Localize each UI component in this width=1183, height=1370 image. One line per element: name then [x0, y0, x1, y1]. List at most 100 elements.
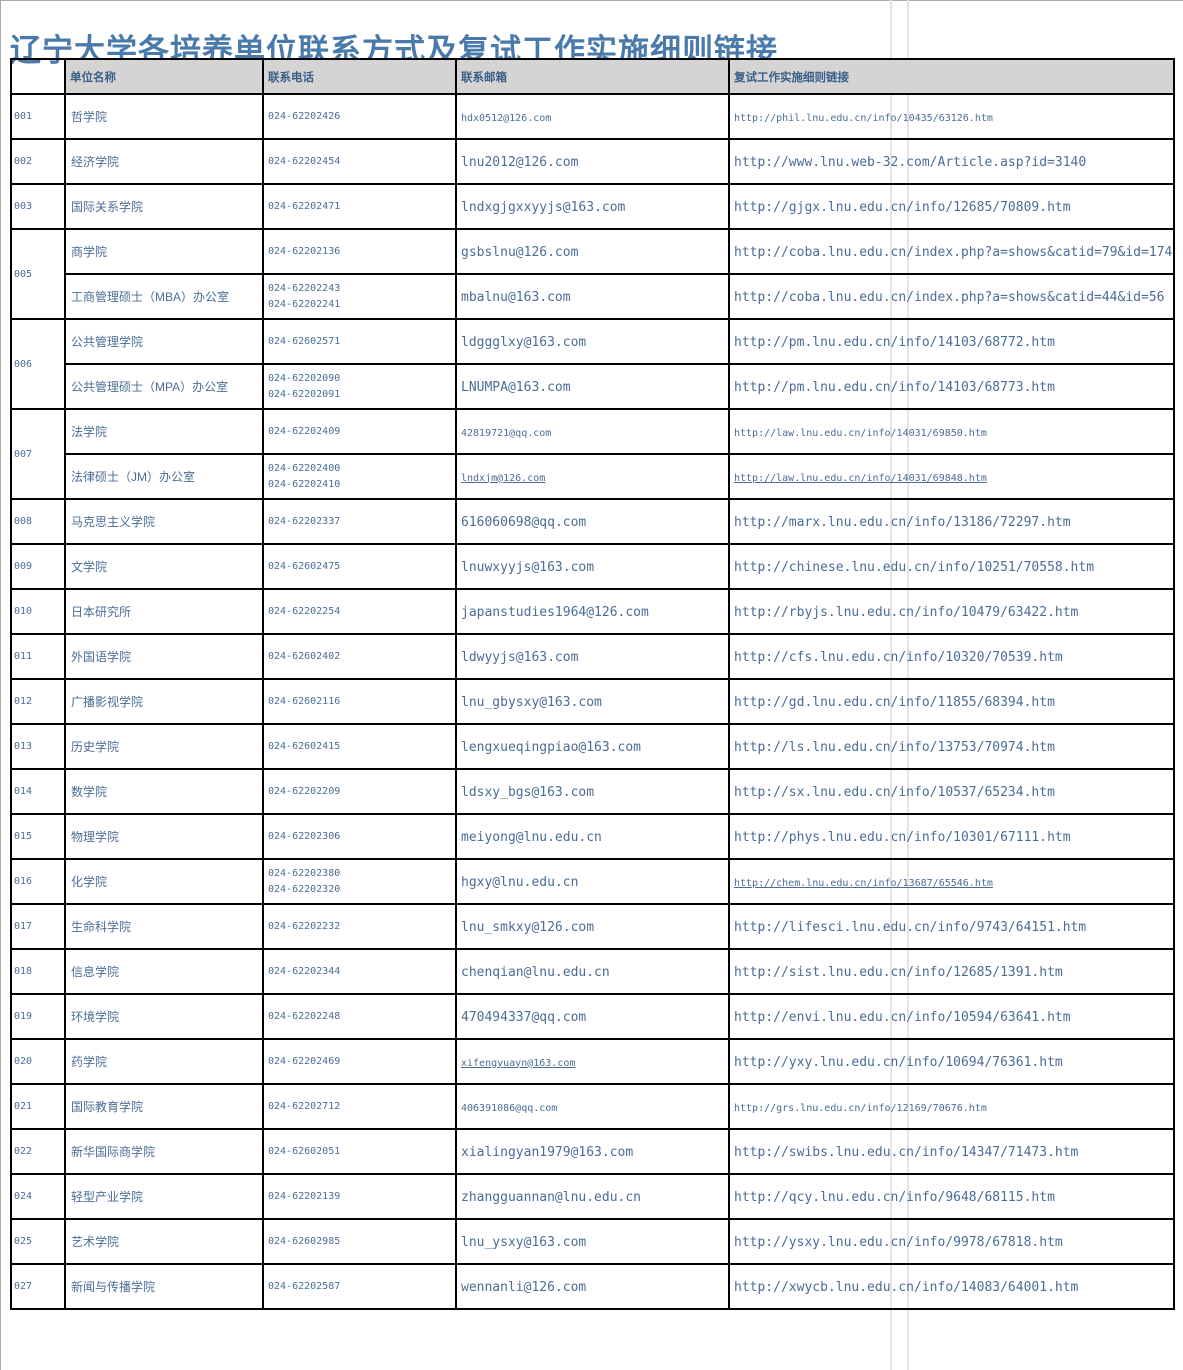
phone-cell: 024-62202243 024-62202241 [262, 273, 457, 320]
row-number: 006 [10, 318, 66, 410]
phone-number: 024-62202243 [268, 283, 341, 294]
rules-link[interactable]: http://phil.lnu.edu.cn/info/10435/63126.… [734, 112, 993, 124]
phone-cell: 024-62202454 [262, 138, 457, 185]
email-text: japanstudies1964@126.com [461, 604, 649, 620]
table-row: 010 日本研究所 024-62202254 japanstudies1964@126… [10, 588, 1175, 635]
email-text: 406391086@qq.com [461, 1102, 558, 1114]
email-text-link[interactable]: xifengyuayn@163.com [461, 1057, 576, 1069]
rules-link[interactable]: http://www.lnu.web-32.com/Article.asp?id… [734, 154, 1087, 170]
email-cell: xifengyuayn@163.com [455, 1038, 730, 1085]
email-text: gsbslnu@126.com [461, 244, 579, 260]
email-cell: lndxjm@126.com [455, 453, 730, 500]
phone-number: 024-62202426 [268, 110, 341, 122]
row-number: 001 [10, 93, 66, 140]
row-number: 015 [10, 813, 66, 860]
rules-link[interactable]: http://pm.lnu.edu.cn/info/14103/68772.ht… [734, 334, 1055, 350]
phone-number: 024-62202232 [268, 920, 341, 932]
rules-link[interactable]: http://envi.lnu.edu.cn/info/10594/63641.… [734, 1009, 1071, 1025]
rules-link[interactable]: http://coba.lnu.edu.cn/index.php?a=shows… [734, 244, 1173, 260]
rules-link-cell: http://yxy.lnu.edu.cn/info/10694/76361.h… [728, 1038, 1175, 1085]
email-text: LNUMPA@163.com [461, 379, 571, 395]
email-cell: lnu_gbysxy@163.com [455, 678, 730, 725]
rules-link[interactable]: http://cfs.lnu.edu.cn/info/10320/70539.h… [734, 649, 1063, 665]
rules-link-cell: http://law.lnu.edu.cn/info/14031/69850.h… [728, 408, 1175, 455]
rules-link[interactable]: http://rbyjs.lnu.edu.cn/info/10479/63422… [734, 604, 1079, 620]
unit-name-cell: 外国语学院 [64, 633, 264, 680]
phone-cell: 024-62202469 [262, 1038, 457, 1085]
table-row: 008 马克思主义学院 024-62202337 616060698@qq.com ht… [10, 498, 1175, 545]
rules-link-cell: http://marx.lnu.edu.cn/info/13186/72297.… [728, 498, 1175, 545]
table-row: 019 环境学院 024-62202248 470494337@qq.com http:… [10, 993, 1175, 1040]
email-cell: gsbslnu@126.com [455, 228, 730, 275]
email-cell: meiyong@lnu.edu.cn [455, 813, 730, 860]
phone-number: 024-62202380 [268, 868, 341, 879]
rules-link[interactable]: http://grs.lnu.edu.cn/info/12169/70676.h… [734, 1102, 987, 1114]
rules-link-cell: http://coba.lnu.edu.cn/index.php?a=shows… [728, 228, 1175, 275]
rules-link-cell: http://pm.lnu.edu.cn/info/14103/68772.ht… [728, 318, 1175, 365]
rules-link[interactable]: http://chinese.lnu.edu.cn/info/10251/705… [734, 559, 1095, 575]
row-number: 022 [10, 1128, 66, 1175]
row-number: 025 [10, 1218, 66, 1265]
rules-link[interactable]: http://lifesci.lnu.edu.cn/info/9743/6415… [734, 919, 1087, 935]
rules-link-cell: http://coba.lnu.edu.cn/index.php?a=shows… [728, 273, 1175, 320]
unit-name-cell: 公共管理硕士（MPA）办公室 [64, 363, 264, 410]
phone-number: 024-62202409 [268, 425, 341, 437]
phone-cell: 024-62602415 [262, 723, 457, 770]
table-row: 020 药学院 024-62202469 xifengyuayn@163.com htt… [10, 1038, 1175, 1085]
row-number: 009 [10, 543, 66, 590]
rules-link[interactable]: http://law.lnu.edu.cn/info/14031/69850.h… [734, 427, 987, 439]
email-text: 616060698@qq.com [461, 514, 587, 530]
email-cell: ldsxy_bgs@163.com [455, 768, 730, 815]
rules-link[interactable]: http://phys.lnu.edu.cn/info/10301/67111.… [734, 829, 1071, 845]
row-number: 014 [10, 768, 66, 815]
row-number: 005 [10, 228, 66, 320]
phone-number: 024-62202090 [268, 373, 341, 384]
rules-link-cell: http://ysxy.lnu.edu.cn/info/9978/67818.h… [728, 1218, 1175, 1265]
rules-link[interactable]: http://gjgx.lnu.edu.cn/info/12685/70809.… [734, 199, 1071, 215]
email-cell: japanstudies1964@126.com [455, 588, 730, 635]
phone-cell: 024-62202400 024-62202410 [262, 453, 457, 500]
rules-link[interactable]: http://swibs.lnu.edu.cn/info/14347/71473… [734, 1144, 1079, 1160]
rules-link[interactable]: http://chem.lnu.edu.cn/info/13687/65546.… [734, 877, 993, 889]
rules-link[interactable]: http://law.lnu.edu.cn/info/14031/69848.h… [734, 472, 987, 484]
table-row: 工商管理硕士（MBA）办公室 024-62202243 024-62202241 mb… [11, 273, 1175, 320]
email-text: lnu_smkxy@126.com [461, 919, 595, 935]
rules-link[interactable]: http://yxy.lnu.edu.cn/info/10694/76361.h… [734, 1054, 1063, 1070]
rules-link[interactable]: http://pm.lnu.edu.cn/info/14103/68773.ht… [734, 379, 1055, 395]
email-text-link[interactable]: lndxjm@126.com [461, 472, 546, 484]
email-text: mbalnu@163.com [461, 289, 571, 305]
row-number: 011 [10, 633, 66, 680]
rules-link[interactable]: http://xwycb.lnu.edu.cn/info/14083/64001… [734, 1279, 1079, 1295]
rules-link-cell: http://swibs.lnu.edu.cn/info/14347/71473… [728, 1128, 1175, 1175]
phone-number: 024-62202254 [268, 605, 341, 617]
unit-name-cell: 文学院 [64, 543, 264, 590]
table-row: 022 新华国际商学院 024-62602051 xialingyan1979@163… [10, 1128, 1175, 1175]
table-row: 002 经济学院 024-62202454 lnu2012@126.com http:/… [10, 138, 1175, 185]
table-row: 016 化学院 024-62202380 024-62202320 hgxy@lnu.e… [10, 858, 1175, 905]
window-edge-top [0, 0, 1183, 1]
rules-link[interactable]: http://gd.lnu.edu.cn/info/11855/68394.ht… [734, 694, 1055, 710]
rules-link[interactable]: http://ysxy.lnu.edu.cn/info/9978/67818.h… [734, 1234, 1063, 1250]
rules-link[interactable]: http://sx.lnu.edu.cn/info/10537/65234.ht… [734, 784, 1055, 800]
phone-cell: 024-62602402 [262, 633, 457, 680]
rules-link[interactable]: http://marx.lnu.edu.cn/info/13186/72297.… [734, 514, 1071, 530]
email-cell: 42819721@qq.com [455, 408, 730, 455]
rules-link[interactable]: http://sist.lnu.edu.cn/info/12685/1391.h… [734, 964, 1063, 980]
phone-number: 024-62602415 [268, 740, 341, 752]
phone-number: 024-62202454 [268, 155, 341, 167]
unit-name-cell: 日本研究所 [64, 588, 264, 635]
email-cell: lnuwxyyjs@163.com [455, 543, 730, 590]
rules-link[interactable]: http://ls.lnu.edu.cn/info/13753/70974.ht… [734, 739, 1055, 755]
phone-number: 024-62202587 [268, 1280, 341, 1292]
phone-number: 024-62202136 [268, 245, 341, 257]
rules-link[interactable]: http://coba.lnu.edu.cn/index.php?a=shows… [734, 289, 1165, 305]
table-row: 公共管理硕士（MPA）办公室 024-62202090 024-62202091 LN… [11, 363, 1175, 410]
unit-name-cell: 哲学院 [64, 93, 264, 140]
rules-link[interactable]: http://qcy.lnu.edu.cn/info/9648/68115.ht… [734, 1189, 1055, 1205]
table-row: 007 法学院 024-62202409 42819721@qq.com http://… [10, 408, 1175, 500]
phone-number: 024-62202306 [268, 830, 341, 842]
email-text: meiyong@lnu.edu.cn [461, 829, 602, 845]
email-text: lnuwxyyjs@163.com [461, 559, 595, 575]
phone-number: 024-62202471 [268, 200, 341, 212]
unit-name-cell: 信息学院 [64, 948, 264, 995]
